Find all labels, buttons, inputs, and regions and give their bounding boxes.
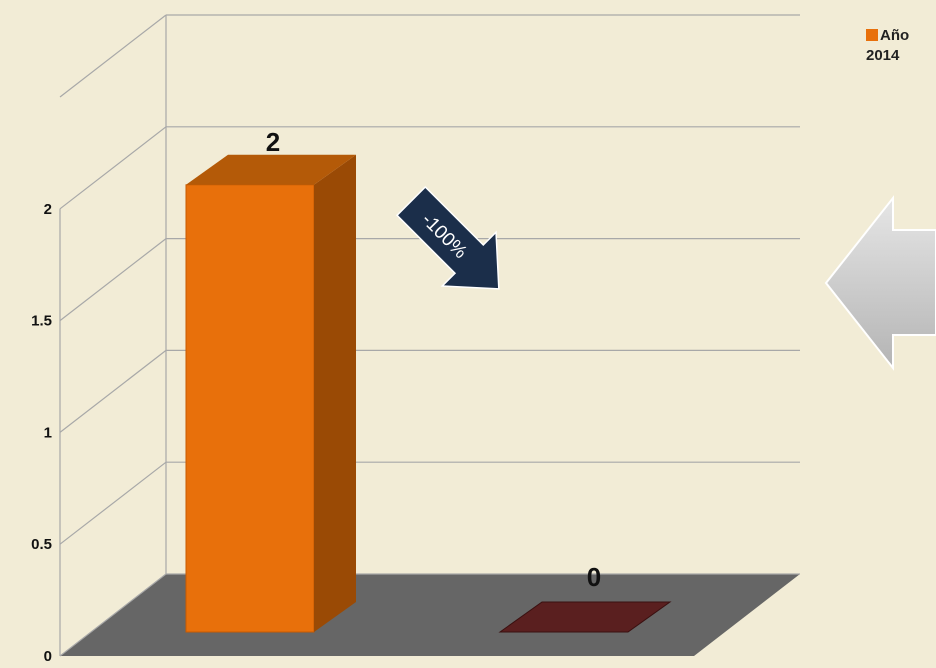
legend-label: Año 2014 xyxy=(866,27,910,64)
chart-floor xyxy=(60,574,800,656)
gridline-side xyxy=(59,573,167,657)
annotation-arrow: -100% xyxy=(395,185,500,290)
data-label: 0 xyxy=(587,562,601,592)
gridline-side xyxy=(59,461,167,545)
y-tick-label: 2 xyxy=(44,201,52,218)
gridline-side xyxy=(59,349,167,433)
y-tick-label: 1.5 xyxy=(31,313,52,330)
gridline-side xyxy=(59,238,167,322)
gridline-side xyxy=(59,14,167,98)
y-tick-label: 0.5 xyxy=(31,536,52,553)
bar-top xyxy=(186,154,356,185)
legend: Año 2014 xyxy=(866,26,936,66)
legend-swatch xyxy=(866,29,878,41)
y-tick-label: 1 xyxy=(44,424,52,441)
bar-side xyxy=(314,154,356,633)
bar-front xyxy=(185,184,315,633)
gridline-side xyxy=(59,126,167,210)
data-label: 2 xyxy=(266,127,280,157)
y-tick-label: 0 xyxy=(44,648,52,665)
left-arrow-icon xyxy=(824,195,936,371)
bar-top xyxy=(498,601,672,633)
down-right-arrow-icon xyxy=(395,185,500,290)
